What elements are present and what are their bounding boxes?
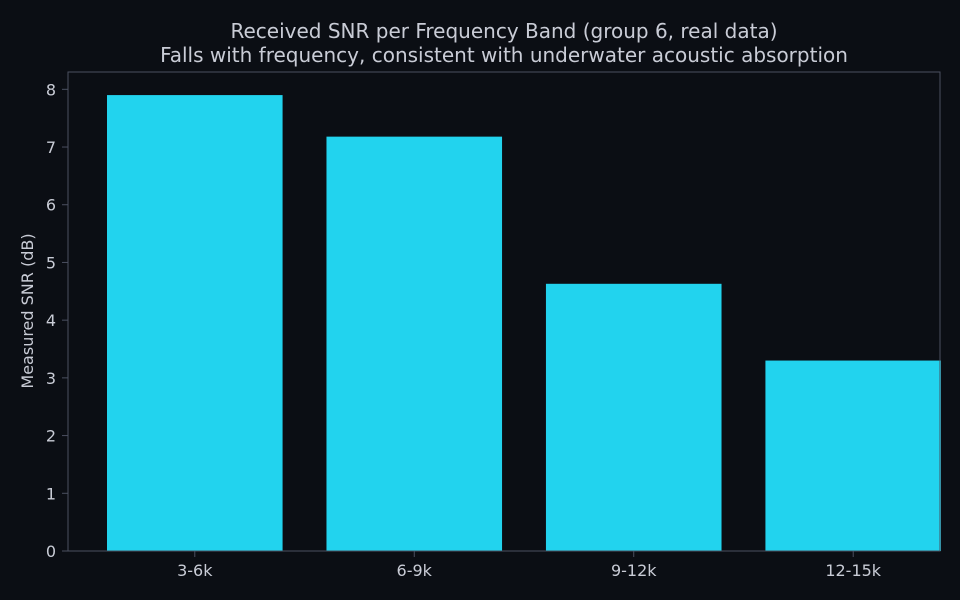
y-tick-label: 3 [46,369,56,388]
x-tick-label: 3-6k [177,561,213,580]
y-tick-label: 7 [46,138,56,157]
x-tick-label: 12-15k [825,561,881,580]
y-tick-label: 6 [46,196,56,215]
bar-12-15k [765,360,941,551]
plot-frame [67,71,941,552]
y-tick-label: 5 [46,253,56,272]
x-tick-label: 9-12k [611,561,657,580]
y-axis: 0 1 2 3 4 5 6 7 8 [46,80,68,561]
y-axis-label: Measured SNR (dB) [18,233,37,388]
y-tick-label: 8 [46,80,56,99]
chart-title: Received SNR per Frequency Band (group 6… [230,19,777,43]
chart-subtitle: Falls with frequency, consistent with un… [160,43,848,67]
y-tick-label: 0 [46,542,56,561]
x-axis: 3-6k 6-9k 9-12k 12-15k [177,551,882,580]
y-tick-label: 4 [46,311,56,330]
bar-series [107,95,941,551]
bar-3-6k [107,95,283,551]
bar-9-12k [545,283,722,551]
x-tick-label: 6-9k [397,561,433,580]
bar-6-9k [326,136,503,551]
y-tick-label: 1 [46,484,56,503]
y-tick-label: 2 [46,427,56,446]
